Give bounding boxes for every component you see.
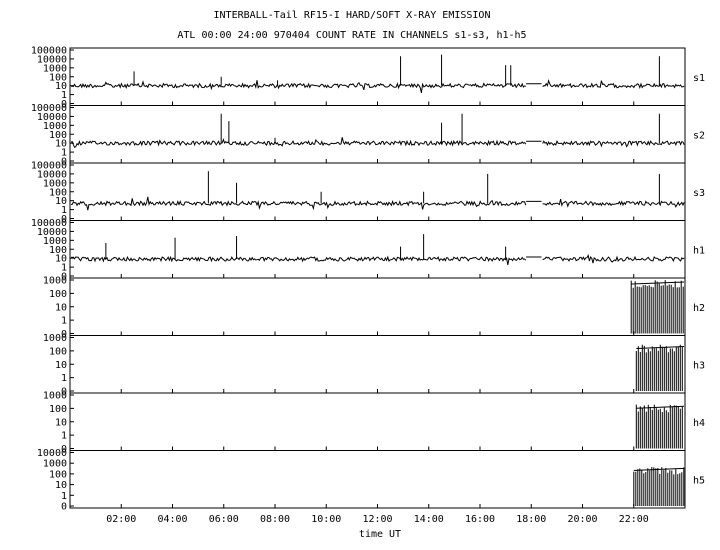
y-tick-label: 1000 [43, 121, 67, 132]
y-tick-label: 0 [61, 387, 67, 398]
y-tick-label: 100 [49, 245, 67, 256]
y-tick-label: 10000 [37, 169, 67, 180]
channel-label: s2 [693, 130, 705, 141]
y-tick-label: 100000 [31, 161, 67, 172]
chart-title: INTERBALL-Tail RF15-I HARD/SOFT X-RAY EM… [214, 10, 491, 21]
panel-frame [69, 47, 686, 106]
y-tick-label: 10 [55, 302, 67, 313]
panel-frame [69, 220, 686, 279]
panel-frame [69, 392, 686, 451]
y-tick-label: 100 [49, 289, 67, 300]
x-tick-label: 22:00 [619, 514, 649, 525]
y-tick-label: 100 [49, 404, 67, 415]
y-tick-label: 10 [55, 360, 67, 371]
burst-h3 [635, 344, 685, 391]
y-tick-label: 100000 [31, 103, 67, 114]
y-tick-label: 10000 [37, 227, 67, 238]
y-tick-label: 1 [61, 90, 67, 101]
x-tick-label: 06:00 [209, 514, 239, 525]
y-tick-label: 10000 [37, 54, 67, 65]
y-tick-label: 100 [49, 469, 67, 480]
channel-label: h4 [693, 418, 705, 429]
y-tick-label: 0 [61, 272, 67, 283]
y-tick-label: 100 [49, 187, 67, 198]
y-tick-label: 1000 [43, 178, 67, 189]
y-tick-label: 1000 [43, 236, 67, 247]
y-tick-label: 100 [49, 72, 67, 83]
y-tick-label: 100000 [31, 218, 67, 229]
x-tick-label: 10:00 [311, 514, 341, 525]
x-tick-label: 02:00 [106, 514, 136, 525]
panel-frame [69, 105, 686, 164]
channel-label: s3 [693, 188, 705, 199]
y-tick-label: 1000 [43, 333, 67, 344]
panel-frame [69, 335, 686, 394]
burst-h2 [630, 280, 685, 334]
x-tick-label: 08:00 [260, 514, 290, 525]
panel-frame [69, 450, 686, 509]
channel-label: h2 [693, 303, 705, 314]
y-tick-label: 1000 [43, 276, 67, 287]
channel-label: h5 [693, 475, 705, 486]
y-tick-label: 10000 [37, 448, 67, 459]
y-tick-label: 10 [55, 81, 67, 92]
y-tick-label: 0 [61, 157, 67, 168]
y-tick-label: 0 [61, 329, 67, 340]
x-axis: 02:00 04:00 06:00 08:00 10:00 12:00 14:00 16:00… [106, 514, 649, 525]
y-tick-label: 1000 [43, 391, 67, 402]
y-tick-label: 10 [55, 417, 67, 428]
y-tick-label: 100 [49, 130, 67, 141]
x-tick-label: 16:00 [465, 514, 495, 525]
x-axis-label: time UT [359, 529, 401, 540]
channel-label: h3 [693, 360, 705, 371]
x-tick-label: 20:00 [567, 514, 597, 525]
y-tick-label: 10 [55, 196, 67, 207]
y-tick-label: 0 [61, 214, 67, 225]
y-tick-label: 1 [61, 263, 67, 274]
channel-label: s1 [693, 73, 705, 84]
trace-h1 [70, 253, 685, 265]
y-tick-label: 1000 [43, 63, 67, 74]
y-tick-label: 10 [55, 480, 67, 491]
channel-label: h1 [693, 245, 705, 256]
panels: 1000001000010001001010s11000001000010001… [31, 46, 705, 513]
y-tick-label: 1 [61, 431, 67, 442]
panel-frame [69, 277, 686, 336]
burst-h4 [635, 404, 685, 449]
y-tick-label: 0 [61, 502, 67, 513]
y-tick-label: 1000 [43, 459, 67, 470]
y-tick-label: 10000 [37, 112, 67, 123]
y-tick-label: 10 [55, 139, 67, 150]
chart-subtitle: ATL 00:00 24:00 970404 COUNT RATE IN CHA… [177, 30, 526, 41]
panel-frame [69, 162, 686, 221]
y-tick-label: 100000 [31, 46, 67, 57]
y-tick-label: 1 [61, 373, 67, 384]
y-tick-label: 1 [61, 491, 67, 502]
y-tick-label: 0 [61, 444, 67, 455]
y-tick-label: 100 [49, 346, 67, 357]
trace-s3 [70, 196, 685, 211]
y-tick-label: 0 [61, 99, 67, 110]
x-tick-label: 12:00 [362, 514, 392, 525]
y-tick-label: 1 [61, 205, 67, 216]
y-tick-label: 10 [55, 254, 67, 265]
y-tick-label: 1 [61, 316, 67, 327]
x-tick-label: 18:00 [516, 514, 546, 525]
trace-s1 [70, 79, 685, 94]
y-tick-label: 1 [61, 148, 67, 159]
x-tick-label: 14:00 [414, 514, 444, 525]
x-tick-label: 04:00 [157, 514, 187, 525]
burst-h5 [633, 467, 685, 506]
trace-s2 [70, 137, 685, 148]
